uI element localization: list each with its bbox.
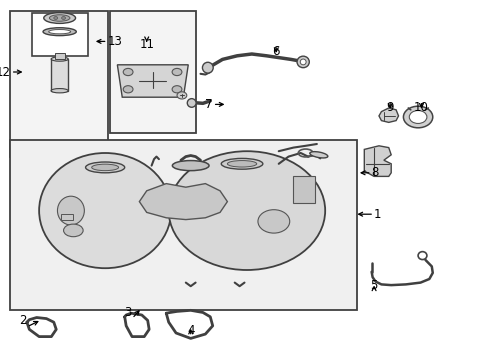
Ellipse shape bbox=[202, 62, 213, 73]
Ellipse shape bbox=[309, 152, 327, 158]
Ellipse shape bbox=[258, 210, 289, 233]
Text: 12: 12 bbox=[0, 66, 11, 78]
Ellipse shape bbox=[296, 56, 309, 68]
Polygon shape bbox=[378, 108, 398, 122]
Ellipse shape bbox=[44, 13, 76, 23]
Text: 11: 11 bbox=[139, 38, 154, 51]
Ellipse shape bbox=[57, 196, 84, 225]
Bar bbox=[55, 53, 64, 59]
Ellipse shape bbox=[221, 158, 263, 169]
Ellipse shape bbox=[51, 89, 68, 93]
Text: 3: 3 bbox=[124, 306, 132, 319]
Bar bbox=[293, 176, 315, 203]
Polygon shape bbox=[364, 146, 390, 176]
Bar bbox=[110, 11, 195, 133]
Circle shape bbox=[403, 106, 432, 128]
Text: 4: 4 bbox=[186, 324, 194, 337]
Ellipse shape bbox=[227, 161, 256, 167]
Ellipse shape bbox=[300, 59, 305, 65]
Ellipse shape bbox=[63, 224, 83, 237]
Circle shape bbox=[54, 17, 58, 19]
Ellipse shape bbox=[172, 161, 209, 171]
Ellipse shape bbox=[49, 30, 70, 34]
Circle shape bbox=[177, 92, 186, 99]
Text: 13: 13 bbox=[107, 35, 122, 48]
Text: 1: 1 bbox=[373, 208, 381, 221]
Text: 10: 10 bbox=[413, 101, 428, 114]
Ellipse shape bbox=[92, 164, 118, 171]
Text: 2: 2 bbox=[20, 314, 27, 327]
Text: 6: 6 bbox=[272, 45, 280, 58]
Circle shape bbox=[172, 68, 182, 76]
Ellipse shape bbox=[51, 57, 68, 61]
Bar bbox=[61, 214, 73, 220]
Text: 7: 7 bbox=[205, 98, 212, 111]
Ellipse shape bbox=[43, 28, 76, 36]
Polygon shape bbox=[139, 184, 227, 220]
Text: 9: 9 bbox=[386, 101, 393, 114]
Text: 8: 8 bbox=[371, 166, 378, 179]
Bar bbox=[32, 13, 88, 56]
Circle shape bbox=[172, 86, 182, 93]
Circle shape bbox=[123, 68, 133, 76]
Text: 5: 5 bbox=[369, 279, 377, 292]
Polygon shape bbox=[117, 65, 188, 97]
Ellipse shape bbox=[187, 99, 196, 107]
Ellipse shape bbox=[168, 151, 325, 270]
Bar bbox=[10, 140, 356, 310]
Ellipse shape bbox=[39, 153, 171, 268]
Ellipse shape bbox=[49, 15, 70, 21]
Bar bbox=[51, 59, 68, 91]
Circle shape bbox=[408, 111, 426, 123]
Circle shape bbox=[61, 17, 65, 19]
Circle shape bbox=[123, 86, 133, 93]
Ellipse shape bbox=[85, 162, 124, 173]
Bar bbox=[10, 11, 107, 157]
